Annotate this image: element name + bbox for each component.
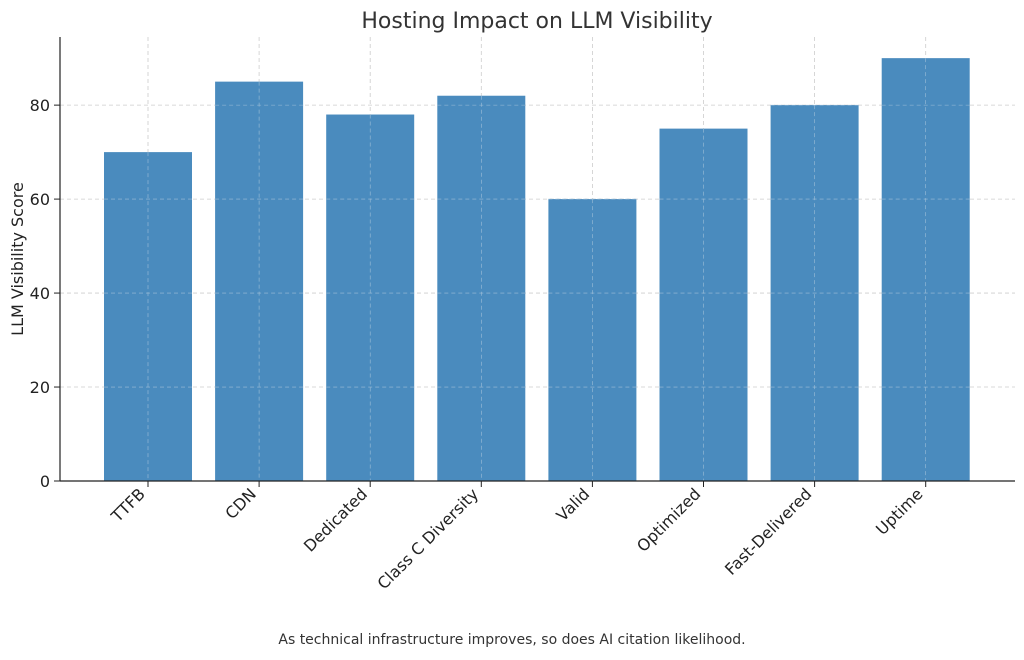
x-tick-label: Uptime [872, 484, 926, 538]
y-tick-label: 20 [30, 378, 50, 397]
axes [59, 37, 1015, 482]
bars [104, 58, 970, 482]
chart-caption: As technical infrastructure improves, so… [278, 632, 746, 648]
y-tick-label: 0 [40, 472, 50, 491]
grid-lines [60, 37, 1015, 481]
x-tick-label: Fast-Delivered [721, 484, 815, 578]
x-tick-label: TTFB [107, 484, 149, 526]
x-tick-label: CDN [221, 484, 260, 523]
x-tick-label: Valid [553, 484, 594, 525]
chart-title: Hosting Impact on LLM Visibility [361, 9, 712, 34]
y-tick-label: 40 [30, 284, 50, 303]
y-axis-label: LLM Visibility Score [8, 182, 27, 336]
y-tick-label: 60 [30, 190, 50, 209]
y-tick-label: 80 [30, 96, 50, 115]
x-tick-label: Dedicated [300, 484, 371, 555]
x-tick-label: Class C Diversity [373, 484, 482, 593]
x-tick-label: Optimized [633, 484, 704, 555]
